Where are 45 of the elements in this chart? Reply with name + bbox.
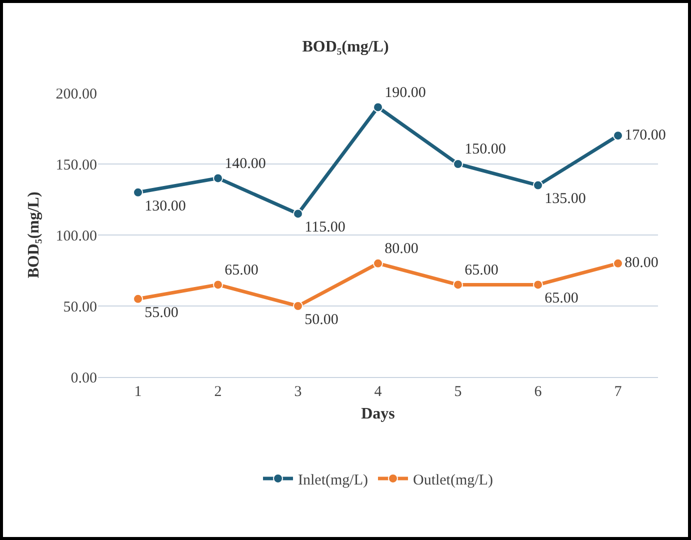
point — [373, 258, 383, 268]
y-tick-label: 0.00 — [70, 370, 97, 386]
y-tick-label: 100.00 — [56, 228, 97, 244]
point — [453, 159, 463, 169]
point — [213, 280, 223, 290]
data-label: 80.00 — [624, 255, 658, 272]
y-tick-label: 150.00 — [56, 157, 97, 174]
x-tick-label: 1 — [134, 384, 142, 400]
x-tick-label: 3 — [294, 384, 302, 400]
chart-title: BOD₅(mg/L) — [302, 38, 389, 56]
y-tick-label: 50.00 — [63, 299, 97, 316]
data-label: 50.00 — [304, 312, 338, 328]
x-tick-label: 4 — [374, 384, 382, 400]
legend-label: Inlet(mg/L) — [298, 472, 368, 488]
point — [373, 102, 383, 112]
point — [533, 280, 543, 290]
y-axis-title: BOD₅(mg/L) — [26, 192, 43, 278]
data-label: 65.00 — [464, 262, 498, 278]
data-label: 190.00 — [384, 84, 426, 101]
legend-label: Outlet(mg/L) — [412, 472, 493, 488]
x-tick-label: 6 — [534, 384, 542, 400]
point — [213, 173, 223, 184]
data-label: 130.00 — [144, 198, 186, 214]
point — [613, 130, 623, 141]
data-label: 150.00 — [464, 142, 506, 158]
data-label: 115.00 — [304, 220, 346, 236]
point — [453, 280, 463, 290]
point — [133, 294, 143, 304]
x-tick-label: 7 — [614, 384, 622, 400]
x-tick-label: 2 — [214, 384, 222, 400]
data-label: 65.00 — [224, 262, 258, 278]
point — [613, 258, 623, 268]
x-axis-title: Days — [361, 406, 395, 423]
point — [293, 208, 303, 219]
data-label: 55.00 — [144, 304, 178, 321]
point — [293, 301, 303, 311]
x-tick-label: 5 — [454, 384, 462, 400]
data-label: 140.00 — [224, 156, 266, 172]
data-label: 135.00 — [544, 191, 586, 208]
point — [133, 187, 143, 198]
data-label: 170.00 — [624, 127, 666, 144]
y-tick-label: 200.00 — [56, 86, 97, 102]
point — [533, 180, 543, 190]
data-label: 65.00 — [544, 290, 578, 307]
data-label: 80.00 — [384, 241, 418, 258]
